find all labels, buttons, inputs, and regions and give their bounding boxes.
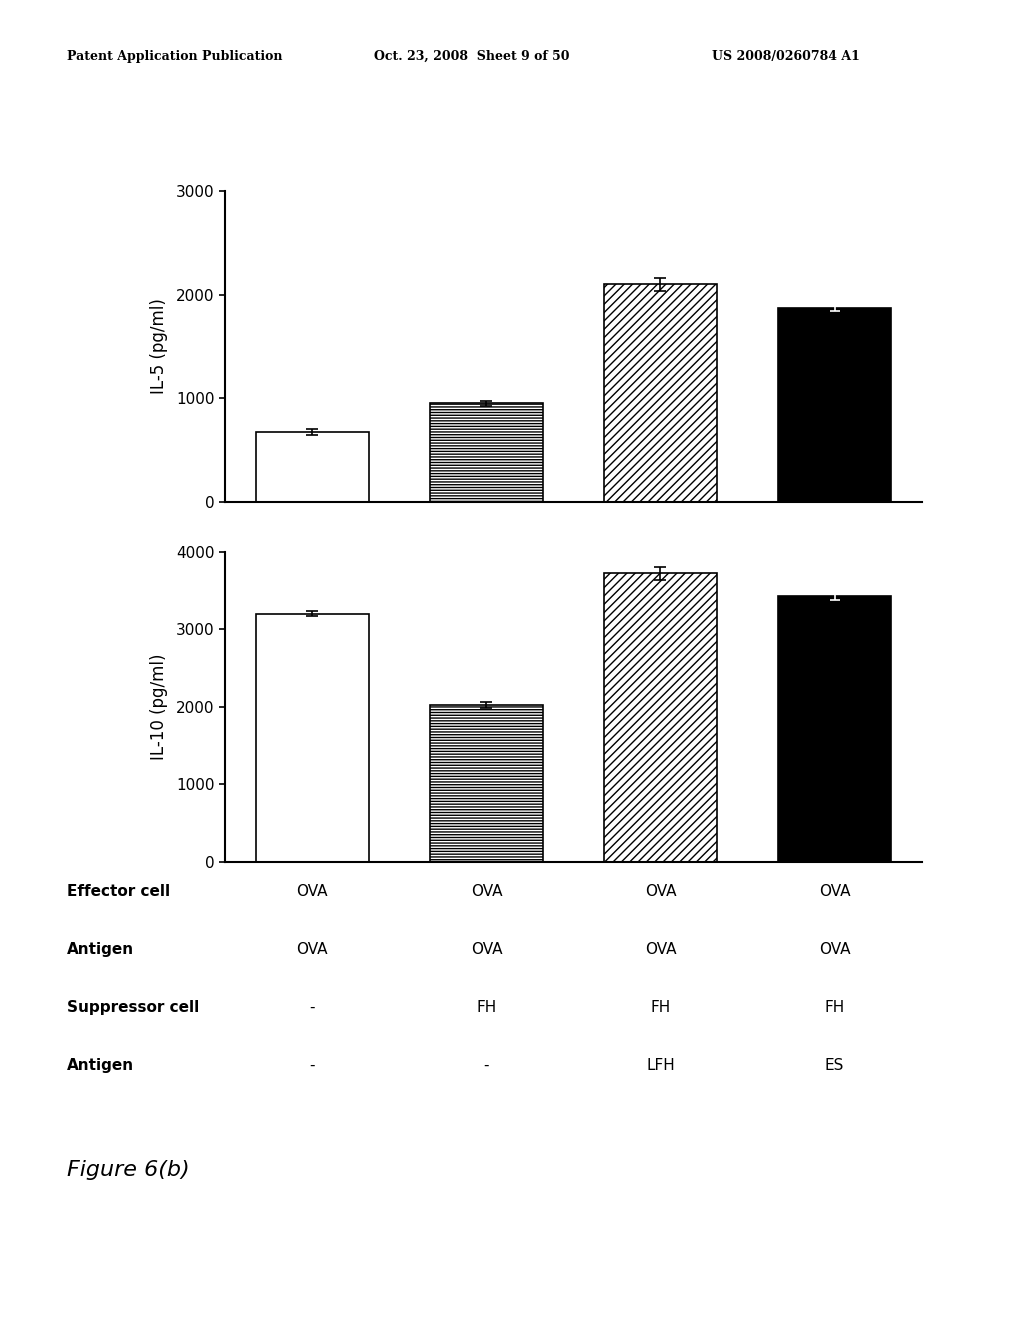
Text: LFH: LFH — [646, 1057, 675, 1073]
Text: -: - — [309, 999, 315, 1015]
Text: FH: FH — [824, 999, 845, 1015]
Text: FH: FH — [650, 999, 671, 1015]
Bar — [430, 705, 543, 862]
Y-axis label: IL-10 (pg/ml): IL-10 (pg/ml) — [150, 653, 168, 760]
Text: Patent Application Publication: Patent Application Publication — [67, 50, 282, 63]
Text: OVA: OVA — [819, 883, 850, 899]
Text: -: - — [483, 1057, 489, 1073]
Text: Figure 6(b): Figure 6(b) — [67, 1159, 189, 1180]
Text: OVA: OVA — [471, 941, 502, 957]
Bar — [604, 573, 717, 862]
Text: Suppressor cell: Suppressor cell — [67, 999, 199, 1015]
Text: OVA: OVA — [645, 941, 676, 957]
Text: OVA: OVA — [645, 883, 676, 899]
Y-axis label: IL-5 (pg/ml): IL-5 (pg/ml) — [150, 298, 168, 395]
Text: ES: ES — [825, 1057, 844, 1073]
Text: Antigen: Antigen — [67, 941, 134, 957]
Bar — [256, 433, 369, 502]
Text: Effector cell: Effector cell — [67, 883, 170, 899]
Text: OVA: OVA — [297, 883, 328, 899]
Bar — [430, 404, 543, 502]
Text: OVA: OVA — [819, 941, 850, 957]
Text: Antigen: Antigen — [67, 1057, 134, 1073]
Bar — [604, 285, 717, 502]
Bar — [778, 309, 891, 502]
Text: Oct. 23, 2008  Sheet 9 of 50: Oct. 23, 2008 Sheet 9 of 50 — [374, 50, 569, 63]
Text: OVA: OVA — [297, 941, 328, 957]
Text: -: - — [309, 1057, 315, 1073]
Text: FH: FH — [476, 999, 497, 1015]
Bar — [256, 614, 369, 862]
Bar — [778, 595, 891, 862]
Text: OVA: OVA — [471, 883, 502, 899]
Text: US 2008/0260784 A1: US 2008/0260784 A1 — [712, 50, 859, 63]
